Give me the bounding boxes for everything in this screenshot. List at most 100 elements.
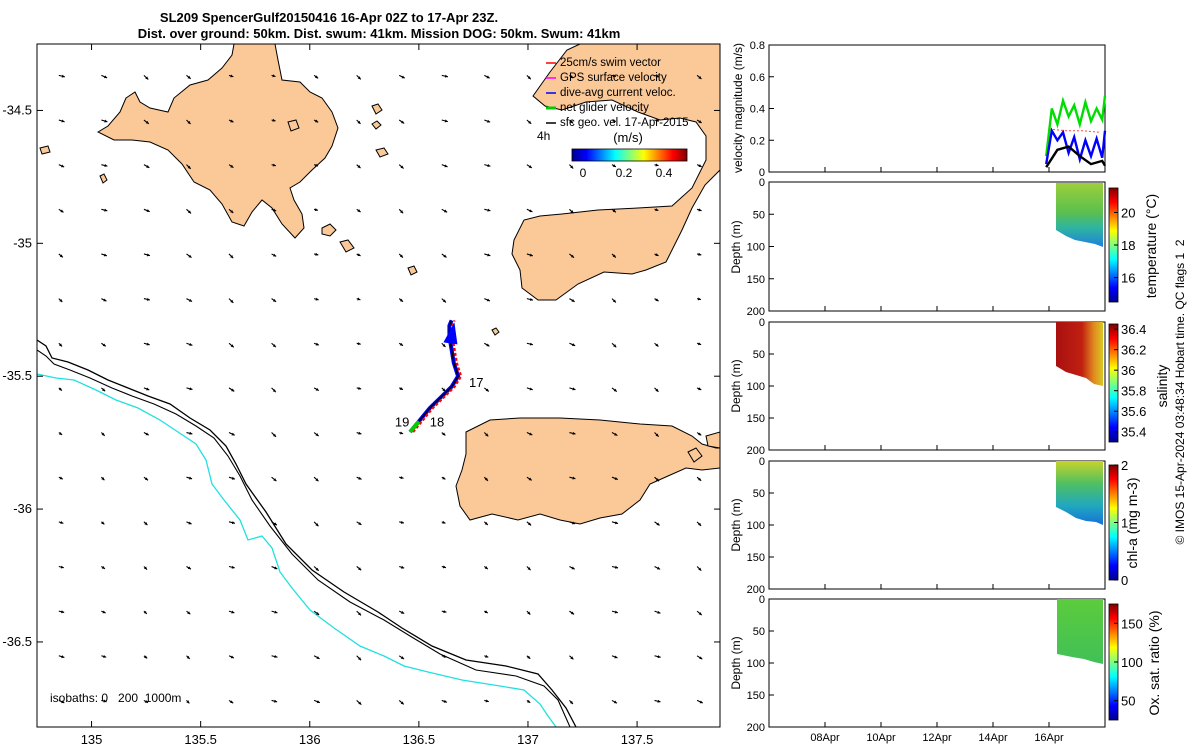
geo-velocity-arrow-head: [697, 342, 702, 346]
geo-velocity-arrow: [101, 699, 107, 703]
geo-velocity-arrow-head: [657, 699, 661, 703]
map-x-tick-label: 137: [517, 732, 539, 747]
geo-velocity-arrow: [186, 700, 190, 704]
geo-velocity-arrow-head: [104, 208, 108, 212]
geo-velocity-arrow: [101, 119, 108, 123]
geo-velocity-arrow-head: [231, 432, 235, 436]
geo-velocity-arrow: [569, 74, 574, 79]
chla-panel: chl-a (mg m-3): [768, 460, 1140, 590]
colorbar-tick-label: 20: [1121, 205, 1135, 220]
geo-velocity-arrow-head: [231, 565, 235, 569]
geo-velocity-arrow-head: [316, 656, 320, 659]
geo-velocity-arrow-head: [357, 253, 361, 257]
geo-velocity-arrow-head: [485, 388, 489, 392]
geo-velocity-arrow: [569, 387, 576, 391]
geo-velocity-arrow-head: [60, 209, 64, 213]
geo-velocity-arrow: [654, 699, 661, 703]
depth-tick-label: 200: [747, 722, 765, 734]
geo-velocity-arrow: [271, 699, 278, 703]
geo-velocity-arrow: [654, 610, 661, 614]
geo-velocity-arrow: [143, 610, 148, 615]
geo-velocity-arrow-head: [442, 520, 446, 524]
geo-velocity-arrow: [441, 74, 449, 78]
geo-velocity-arrow: [526, 432, 533, 436]
geo-velocity-arrow-head: [146, 165, 150, 168]
geo-velocity-arrow-head: [61, 700, 65, 704]
geo-velocity-arrow-head: [315, 567, 319, 571]
geo-velocity-arrow-head: [485, 433, 489, 437]
map-y-tick-label: -35: [13, 235, 32, 250]
geo-velocity-arrow: [313, 432, 319, 437]
geo-velocity-arrow-head: [189, 431, 193, 435]
colorbar-tick-label: 35.6: [1121, 404, 1146, 419]
oxygen-cbar-label: Ox. sat. ratio (%): [1146, 610, 1162, 715]
geo-velocity-arrow: [398, 164, 404, 169]
depth-tick-label: 0: [759, 177, 765, 189]
track-time-label: 18: [430, 415, 444, 430]
geo-velocity-arrow-head: [143, 566, 148, 570]
depth-tick-label: 100: [747, 658, 765, 670]
geo-velocity-arrow-head: [231, 388, 235, 392]
islands: [39, 103, 703, 463]
geo-velocity-arrow-head: [655, 163, 659, 167]
geo-velocity-arrow-head: [314, 119, 319, 123]
geo-velocity-arrow: [356, 700, 362, 706]
depth-ylabel: Depth (m): [729, 359, 743, 412]
geo-velocity-arrow-head: [528, 477, 532, 481]
map-y-tick-label: -36: [13, 501, 32, 516]
velocity-series-line: [1045, 95, 1107, 157]
geo-velocity-arrow: [356, 119, 361, 125]
geo-velocity-arrow-head: [444, 119, 448, 123]
geo-velocity-arrow: [356, 610, 362, 616]
geo-velocity-arrow: [186, 342, 193, 346]
geo-velocity-arrow-head: [570, 75, 574, 79]
velocity-y-tick-label: 0.6: [750, 72, 765, 84]
geo-velocity-arrow: [101, 565, 106, 570]
geo-velocity-arrow: [654, 476, 660, 482]
geo-velocity-arrow-head: [399, 254, 403, 258]
geo-velocity-arrow-head: [613, 388, 617, 392]
geo-velocity-arrow-head: [443, 209, 448, 213]
geo-velocity-arrow-head: [231, 610, 235, 614]
geo-velocity-arrow: [526, 342, 534, 346]
geo-velocity-arrow-head: [570, 120, 574, 124]
geo-velocity-arrow-head: [315, 252, 319, 256]
geo-velocity-arrow-head: [146, 297, 150, 301]
geo-velocity-arrow: [696, 252, 702, 256]
geo-velocity-arrow: [696, 566, 702, 572]
geo-velocity-arrow-head: [572, 431, 576, 435]
geo-velocity-arrow: [611, 342, 617, 348]
geo-velocity-arrow-head: [612, 119, 616, 122]
geo-velocity-arrow-head: [400, 656, 405, 660]
geo-velocity-arrow-head: [400, 210, 404, 214]
geo-velocity-arrow: [398, 119, 405, 124]
geo-velocity-arrow-head: [614, 477, 618, 480]
geo-velocity-arrow: [654, 253, 659, 257]
geo-velocity-arrow: [526, 699, 531, 704]
colorbar-tick-label: 35.4: [1121, 425, 1146, 440]
geo-velocity-arrow: [228, 387, 235, 392]
geo-velocity-arrow: [356, 253, 361, 257]
map-x-tick-label: 136.5: [403, 732, 436, 747]
geo-velocity-arrow-head: [569, 700, 573, 704]
geo-velocity-arrow: [569, 565, 575, 570]
geo-velocity-arrow: [58, 610, 65, 614]
geo-velocity-arrow: [356, 566, 362, 571]
geo-velocity-arrow: [484, 699, 489, 703]
geo-velocity-arrow: [569, 298, 575, 303]
geo-velocity-arrow: [313, 74, 319, 79]
geo-velocity-arrow: [611, 432, 618, 437]
legend-label-swim-vector: 25cm/s swim vector: [560, 57, 661, 69]
land-eyre-peninsula: [96, 44, 339, 239]
geo-velocity-arrow: [271, 387, 277, 393]
geo-velocity-arrow: [398, 74, 406, 79]
geo-velocity-arrow: [271, 610, 278, 614]
geo-velocity-arrow: [483, 521, 489, 526]
depth-tick-label: 200: [747, 445, 765, 457]
geo-velocity-arrow-head: [612, 299, 616, 303]
geo-velocity-arrow-head: [655, 298, 659, 302]
geo-velocity-arrow: [399, 387, 404, 391]
geo-velocity-arrow: [186, 298, 193, 302]
depth-tick-label: 0: [759, 594, 765, 606]
colorbar-tick-label: 16: [1121, 271, 1135, 286]
